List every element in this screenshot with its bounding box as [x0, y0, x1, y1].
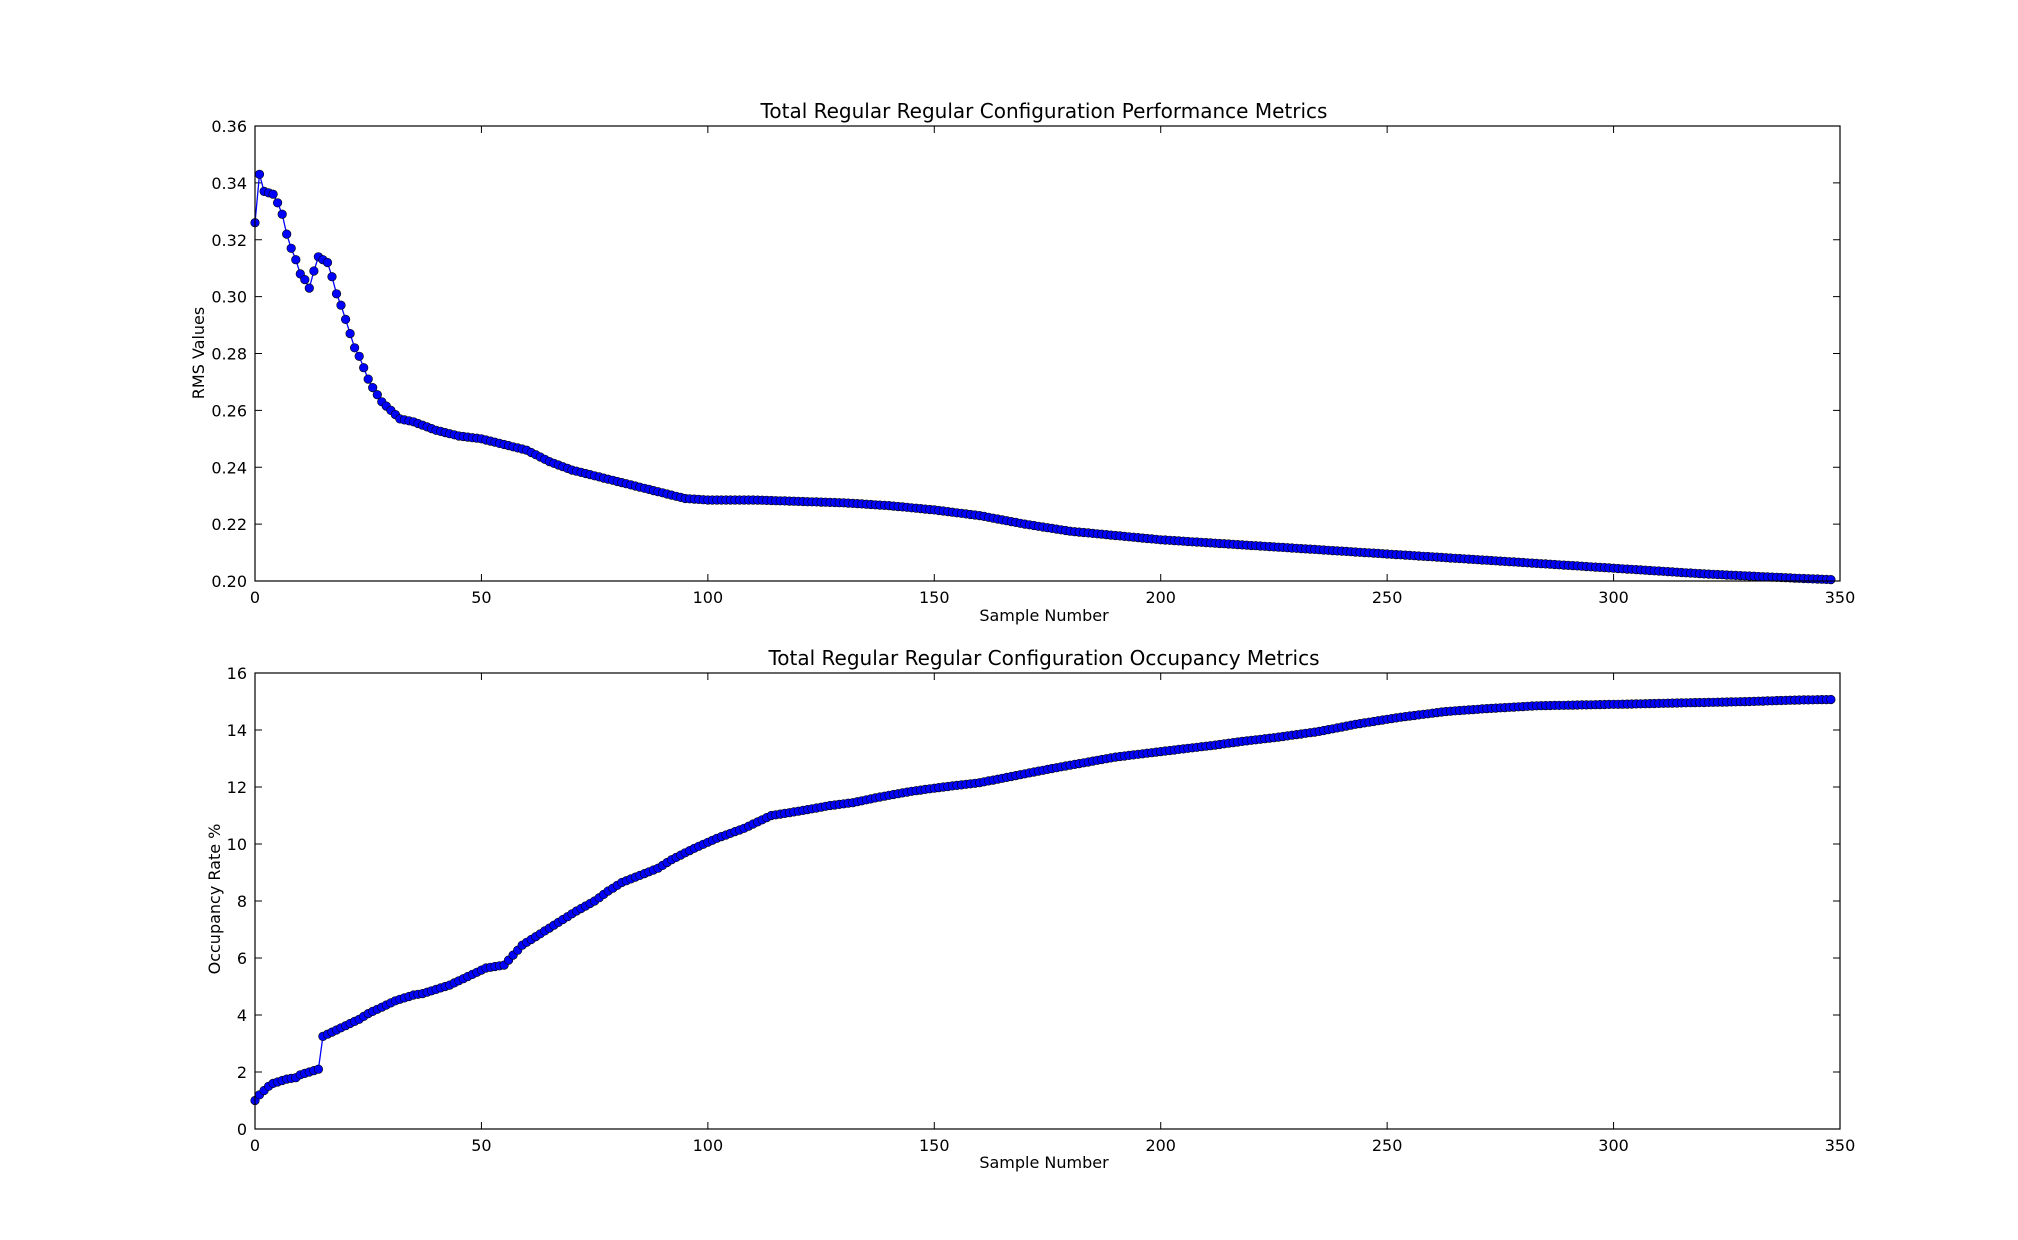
rms-chart-data-point: [331, 289, 342, 299]
rms-chart-data-point: [268, 189, 278, 199]
rms-chart-data-point: [322, 257, 333, 268]
occupancy-chart-y-tick-label: 14: [227, 721, 247, 740]
rms-chart-data-point: [359, 363, 369, 373]
rms-chart-data-point: [327, 272, 337, 282]
occupancy-chart-ticks: 0 50 100 150 200 250 300 350 0 2 4 6 8 10 12 14 16: [227, 664, 1856, 1155]
occupancy-chart: Total Regular Regular Configuration Occu…: [205, 646, 1855, 1172]
occupancy-chart-series: [250, 694, 1836, 1106]
rms-chart-data-point: [1826, 574, 1836, 585]
occupancy-chart-x-tick-label: 250: [1372, 1136, 1403, 1155]
occupancy-chart-y-tick-label: 6: [237, 949, 247, 968]
rms-chart-y-axis-label: RMS Values: [189, 307, 208, 399]
rms-chart-data-point: [372, 390, 382, 400]
occupancy-chart-y-tick-label: 12: [227, 778, 247, 797]
occupancy-chart-y-tick-label: 8: [237, 892, 247, 911]
rms-chart-x-tick-label: 200: [1145, 588, 1176, 607]
rms-chart-data-point: [282, 229, 292, 239]
rms-chart-y-tick-label: 0.34: [211, 174, 247, 193]
occupancy-chart-y-tick-label: 16: [227, 664, 247, 683]
rms-chart: Total Regular Regular Configuration Perf…: [189, 99, 1855, 625]
occupancy-chart-x-tick-label: 100: [693, 1136, 724, 1155]
rms-chart-data-point: [345, 329, 355, 339]
rms-chart-data-point: [341, 314, 351, 325]
rms-chart-data-point: [309, 266, 319, 276]
rms-chart-data-point: [291, 255, 301, 265]
rms-chart-x-tick-label: 300: [1598, 588, 1629, 607]
rms-chart-x-tick-label: 50: [471, 588, 491, 607]
rms-chart-data-point: [336, 300, 346, 310]
occupancy-chart-x-tick-label: 200: [1145, 1136, 1176, 1155]
rms-chart-data-point: [277, 209, 287, 219]
rms-chart-x-tick-label: 0: [250, 588, 260, 607]
rms-chart-x-tick-label: 250: [1372, 588, 1403, 607]
occupancy-chart-x-axis-label: Sample Number: [979, 1153, 1109, 1172]
rms-chart-y-tick-label: 0.32: [211, 231, 247, 250]
occupancy-chart-plot-frame: [254, 672, 1841, 1130]
rms-chart-data-point: [363, 374, 373, 384]
rms-chart-y-tick-label: 0.36: [211, 117, 247, 136]
rms-chart-y-tick-label: 0.26: [211, 401, 247, 420]
rms-chart-title: Total Regular Regular Configuration Perf…: [760, 99, 1328, 123]
rms-chart-ticks: 0 50 100 150 200 250 300 350 0.20 0.22 0.24 0.26 0.2…: [211, 117, 1855, 607]
rms-chart-x-tick-label: 350: [1825, 588, 1856, 607]
rms-chart-plot-frame: [254, 125, 1841, 582]
rms-chart-data-point: [300, 275, 310, 285]
rms-chart-x-axis-label: Sample Number: [979, 606, 1109, 625]
rms-chart-y-tick-label: 0.24: [211, 458, 247, 477]
rms-chart-data-point: [254, 169, 265, 179]
rms-chart-data-point: [350, 343, 360, 353]
occupancy-chart-y-axis-label: Occupancy Rate %: [205, 824, 224, 975]
occupancy-chart-data-point: [313, 1064, 324, 1074]
occupancy-chart-y-tick-label: 0: [237, 1120, 247, 1139]
rms-chart-data-point: [286, 243, 296, 253]
occupancy-chart-y-tick-label: 4: [237, 1006, 247, 1025]
rms-chart-series: [250, 169, 1836, 585]
rms-chart-data-point: [304, 283, 314, 293]
rms-chart-data-point: [354, 351, 364, 361]
rms-chart-y-tick-label: 0.30: [211, 288, 247, 307]
occupancy-chart-y-tick-label: 2: [237, 1063, 247, 1082]
occupancy-chart-x-tick-label: 300: [1598, 1136, 1629, 1155]
rms-chart-x-tick-label: 100: [693, 588, 724, 607]
rms-chart-data-point: [273, 198, 283, 208]
rms-chart-y-tick-label: 0.20: [211, 572, 247, 591]
occupancy-chart-y-tick-label: 10: [227, 835, 247, 854]
rms-chart-y-tick-label: 0.22: [211, 515, 247, 534]
occupancy-chart-x-tick-label: 0: [250, 1136, 260, 1155]
rms-chart-x-tick-label: 150: [919, 588, 950, 607]
occupancy-chart-x-tick-label: 150: [919, 1136, 950, 1155]
occupancy-chart-title: Total Regular Regular Configuration Occu…: [767, 646, 1319, 670]
rms-chart-y-tick-label: 0.28: [211, 345, 247, 364]
occupancy-chart-data-point: [1826, 694, 1836, 705]
occupancy-chart-x-tick-label: 350: [1825, 1136, 1856, 1155]
rms-chart-data-point: [368, 383, 378, 393]
occupancy-chart-x-tick-label: 50: [471, 1136, 491, 1155]
